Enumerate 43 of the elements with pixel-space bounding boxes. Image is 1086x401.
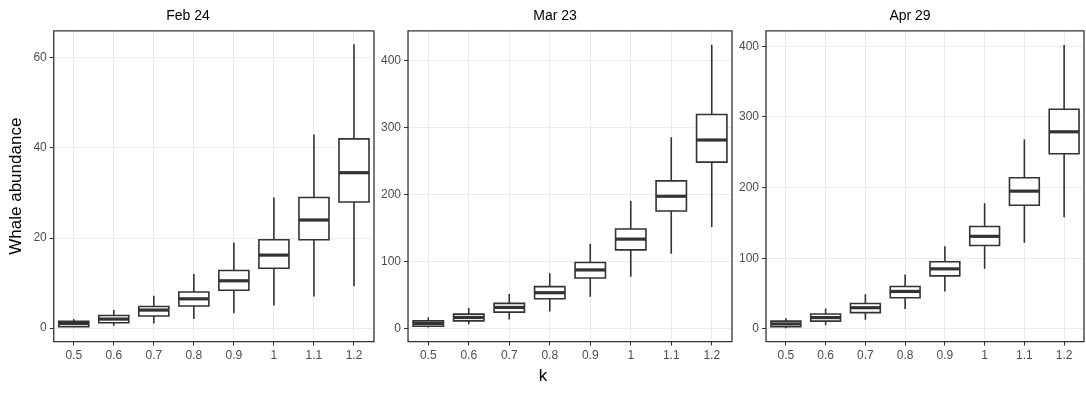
x-tick-label: 0.5 xyxy=(65,348,83,363)
x-tick-label: 0.9 xyxy=(581,348,599,363)
x-tick-label: 0.7 xyxy=(500,348,518,363)
y-tick-label: 300 xyxy=(380,119,402,134)
x-axis-title: k xyxy=(537,366,549,386)
x-tick-label: 0.5 xyxy=(419,348,437,363)
x-tick-label: 1 xyxy=(981,348,989,363)
x-tick-label: 0.9 xyxy=(936,348,954,363)
x-tick-label: 1.2 xyxy=(703,348,721,363)
y-tick-label: 20 xyxy=(33,230,48,245)
y-tick-label: 300 xyxy=(738,109,760,124)
x-tick-label: 1 xyxy=(627,348,635,363)
chart-title: Feb 24 xyxy=(166,7,210,24)
x-tick-label: 1.2 xyxy=(1055,348,1073,363)
x-tick-label: 0.7 xyxy=(145,348,163,363)
x-tick-label: 0.7 xyxy=(857,348,875,363)
x-tick-label: 0.9 xyxy=(225,348,243,363)
y-tick-label: 100 xyxy=(380,253,402,268)
x-tick-label: 1.1 xyxy=(305,348,323,363)
x-tick-label: 0.6 xyxy=(817,348,835,363)
y-tick-label: 0 xyxy=(394,320,402,335)
y-tick-label: 40 xyxy=(33,140,48,155)
x-tick-label: 0.8 xyxy=(896,348,914,363)
x-tick-label: 0.6 xyxy=(105,348,123,363)
y-tick-label: 100 xyxy=(738,250,760,265)
x-tick-label: 0.8 xyxy=(185,348,203,363)
y-tick-label: 60 xyxy=(33,50,48,65)
x-tick-label: 0.6 xyxy=(460,348,478,363)
x-tick-label: 1.2 xyxy=(345,348,363,363)
y-tick-label: 400 xyxy=(380,52,402,67)
chart-title: Apr 29 xyxy=(889,7,931,24)
y-tick-label: 400 xyxy=(738,38,760,53)
y-axis-title: Whale abundance xyxy=(5,117,25,255)
y-tick-label: 0 xyxy=(40,320,48,335)
x-tick-label: 1.1 xyxy=(662,348,680,363)
x-tick-label: 0.8 xyxy=(541,348,559,363)
x-tick-label: 0.5 xyxy=(777,348,795,363)
x-tick-label: 1.1 xyxy=(1016,348,1034,363)
y-tick-label: 200 xyxy=(380,186,402,201)
x-tick-label: 1 xyxy=(270,348,278,363)
y-tick-label: 200 xyxy=(738,179,760,194)
chart-title: Mar 23 xyxy=(533,7,577,24)
y-tick-label: 0 xyxy=(752,321,760,336)
